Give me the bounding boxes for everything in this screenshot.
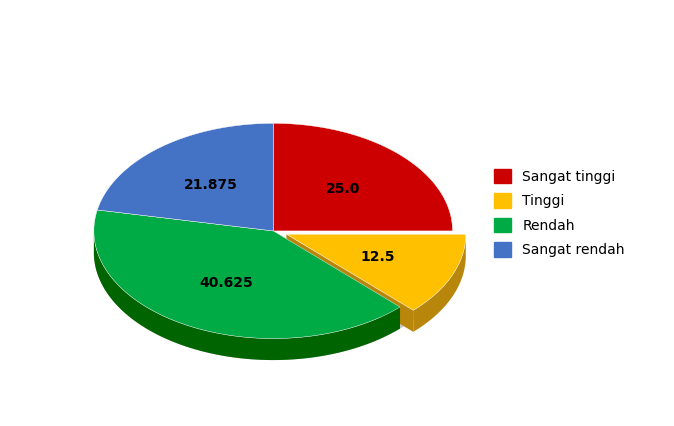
Polygon shape [273,231,400,328]
Polygon shape [94,210,400,339]
Legend: Sangat tinggi, Tinggi, Rendah, Sangat rendah: Sangat tinggi, Tinggi, Rendah, Sangat re… [489,163,630,263]
Polygon shape [286,234,466,310]
Polygon shape [94,232,400,360]
Polygon shape [273,123,452,231]
Text: 12.5: 12.5 [361,250,395,264]
Text: 21.875: 21.875 [184,178,237,192]
Polygon shape [413,235,466,332]
Polygon shape [286,234,413,332]
Text: 25.0: 25.0 [326,182,360,196]
Text: 40.625: 40.625 [200,276,253,290]
Polygon shape [94,253,452,360]
Polygon shape [97,123,273,231]
